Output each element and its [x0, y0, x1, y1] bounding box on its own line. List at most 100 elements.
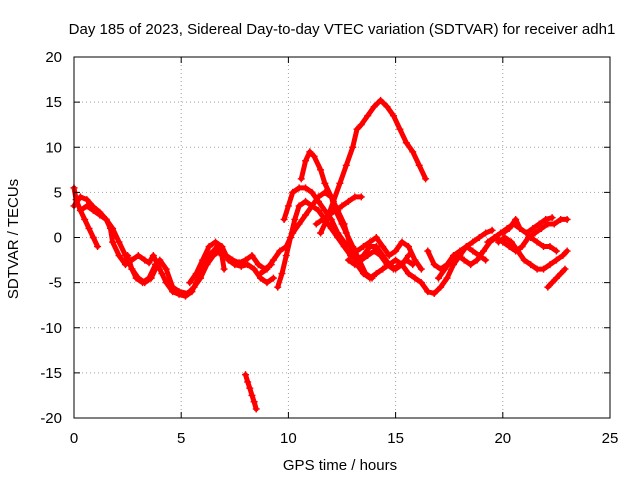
y-tick-label: 15 [45, 94, 62, 111]
data-point [295, 202, 303, 210]
x-tick-label: 20 [494, 430, 511, 447]
series-line [125, 248, 274, 296]
y-tick-label: -10 [40, 320, 62, 337]
data-point [321, 206, 329, 214]
data-point [544, 283, 552, 291]
y-tick-label: 0 [54, 230, 62, 247]
data-point [372, 270, 380, 278]
data-point [357, 193, 365, 201]
data-point [514, 247, 522, 255]
data-point [317, 229, 325, 237]
data-point [552, 274, 560, 282]
data-point [291, 215, 299, 223]
data-point [495, 238, 503, 246]
data-point [383, 261, 391, 269]
data-point [351, 261, 359, 269]
data-point [469, 247, 477, 255]
data-point [527, 234, 535, 241]
data-point [169, 283, 177, 291]
data-point [302, 184, 310, 192]
data-point [89, 234, 97, 241]
data-point [254, 261, 262, 269]
data-point [321, 179, 329, 187]
data-point [94, 243, 102, 251]
data-point [552, 247, 560, 255]
data-point [89, 206, 97, 214]
data-point [529, 224, 537, 232]
data-point [357, 256, 365, 264]
data-point [295, 184, 303, 192]
data-point [295, 220, 303, 228]
data-point [149, 252, 157, 260]
data-point [409, 148, 417, 156]
data-point [447, 256, 455, 264]
x-tick-label: 10 [280, 430, 297, 447]
data-point [546, 243, 554, 251]
x-tick-label: 5 [177, 430, 185, 447]
data-point [527, 261, 535, 269]
data-point [441, 265, 449, 273]
data-point [338, 220, 346, 228]
data-point [559, 252, 567, 260]
data-point [473, 256, 481, 264]
data-point [443, 274, 451, 282]
data-point [85, 224, 93, 232]
data-point [484, 238, 492, 246]
data-point [482, 229, 490, 237]
data-point [257, 270, 265, 278]
data-point [563, 247, 571, 255]
data-point [175, 288, 183, 296]
data-point [263, 265, 271, 273]
data-point [297, 175, 305, 183]
x-axis-label: GPS time / hours [283, 457, 397, 474]
data-point [417, 279, 425, 287]
data-point [269, 274, 277, 282]
data-point [349, 143, 357, 151]
data-point [417, 265, 425, 273]
data-point [383, 103, 391, 111]
data-point [415, 161, 423, 169]
data-point [314, 206, 322, 214]
data-point [544, 220, 552, 228]
data-point [139, 279, 147, 287]
data-point [314, 197, 322, 205]
data-point [250, 265, 258, 273]
data-point [411, 274, 419, 282]
data-point [312, 220, 320, 228]
data-point [231, 261, 239, 269]
data-point [533, 265, 541, 273]
data-point [282, 252, 290, 260]
data-point [156, 256, 164, 264]
data-point [424, 288, 432, 296]
data-point [377, 252, 385, 260]
y-axis-label: SDTVAR / TECUs [5, 179, 22, 299]
y-tick-label: -15 [40, 365, 62, 382]
data-point [220, 265, 228, 273]
data-point [115, 238, 123, 246]
data-point [392, 256, 400, 264]
data-point [338, 202, 346, 210]
data-point [398, 238, 406, 246]
series-arc-11 [317, 96, 430, 237]
data-point [540, 265, 548, 273]
data-point [482, 256, 490, 264]
data-point [522, 229, 530, 237]
data-point [454, 252, 462, 260]
data-point [162, 265, 170, 273]
y-tick-label: -20 [40, 410, 62, 427]
data-point [342, 161, 350, 169]
data-point [196, 274, 204, 282]
data-point [389, 112, 397, 120]
data-point [512, 215, 520, 223]
data-point [134, 252, 142, 260]
data-point [456, 247, 464, 255]
data-point [349, 243, 357, 251]
data-point [274, 283, 282, 291]
series-arc-7 [257, 188, 496, 297]
data-point [151, 261, 159, 269]
data-point [518, 243, 526, 251]
data-point [548, 279, 556, 287]
data-point [132, 274, 140, 282]
series-arc-1 [70, 184, 102, 251]
